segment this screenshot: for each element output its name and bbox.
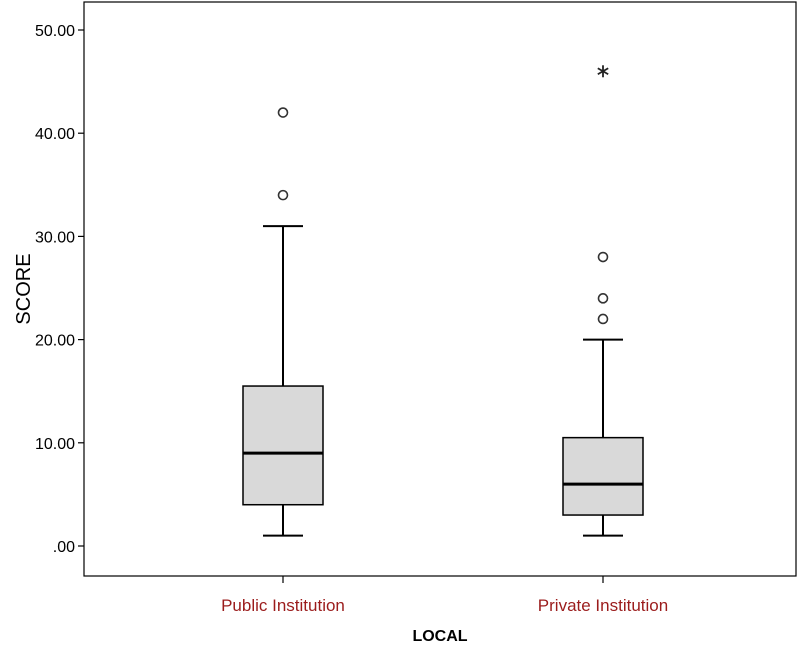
- y-tick-label: 20.00: [35, 333, 75, 350]
- y-tick-label: 10.00: [35, 436, 75, 453]
- category-label: Private Institution: [538, 596, 668, 615]
- plot-area: [83, 1, 797, 577]
- x-axis-label: LOCAL: [412, 628, 467, 645]
- y-axis: .00 10.00 20.00 30.00 40.00 50.00: [35, 23, 84, 556]
- box-public-institution: [242, 107, 324, 537]
- outlier-point: [597, 251, 609, 263]
- outlier-point: [597, 313, 609, 325]
- outlier-point: [277, 107, 289, 118]
- x-axis: Public Institution Private Institution: [221, 576, 668, 615]
- y-tick-label: 30.00: [35, 229, 75, 246]
- boxes-group: [242, 65, 644, 537]
- category-label: Public Institution: [221, 596, 345, 615]
- y-tick-label: 50.00: [35, 23, 75, 40]
- box-iqr: [562, 436, 644, 516]
- y-tick-label: .00: [53, 539, 75, 556]
- outlier-point: [277, 189, 289, 201]
- box-iqr: [242, 385, 324, 506]
- box-private-institution: [562, 65, 644, 537]
- extreme-point-stroke: [597, 67, 609, 76]
- outlier-point: [597, 293, 609, 304]
- y-tick-label: 40.00: [35, 126, 75, 143]
- extreme-point: [597, 65, 609, 78]
- y-axis-label: SCORE: [13, 253, 35, 324]
